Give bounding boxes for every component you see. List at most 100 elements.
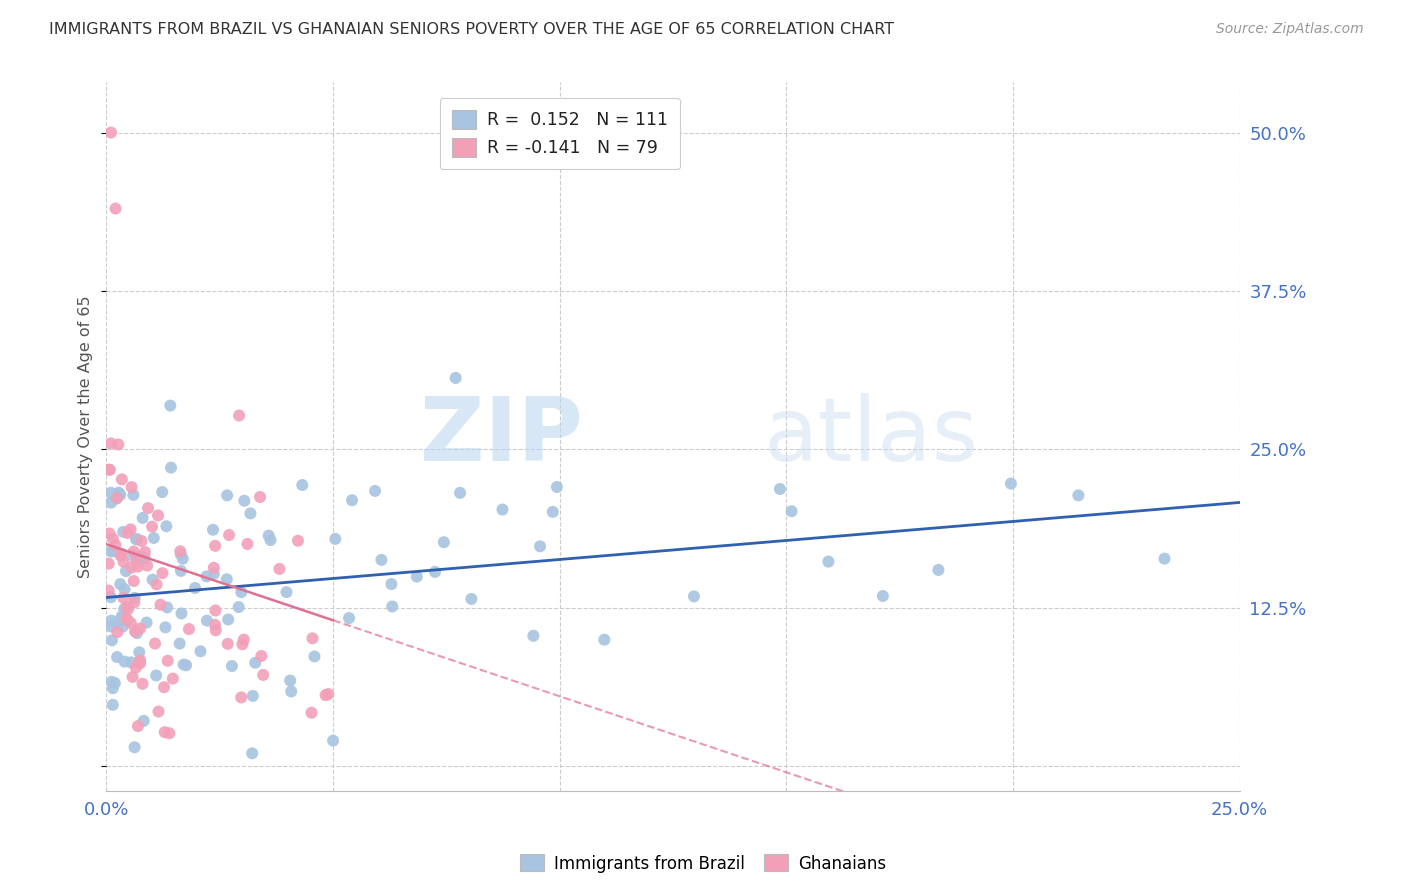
Point (780, 504, 803, 518)
Point (249, 490, 271, 504)
Point (128, 656, 150, 670)
Point (108, 615, 131, 629)
Point (202, 561, 225, 575)
Point (174, 658, 197, 673)
Point (145, 577, 167, 591)
Point (114, 582, 136, 597)
Point (204, 603, 226, 617)
Point (546, 480, 568, 494)
Text: atlas: atlas (763, 393, 979, 480)
Point (124, 591, 146, 605)
Text: Source: ZipAtlas.com: Source: ZipAtlas.com (1216, 22, 1364, 37)
Point (170, 548, 193, 562)
Point (217, 637, 239, 651)
Point (170, 607, 193, 621)
Point (242, 689, 264, 703)
Point (157, 726, 180, 740)
Point (172, 551, 194, 566)
Point (125, 532, 148, 546)
Point (115, 599, 138, 614)
Point (927, 563, 949, 577)
Point (1000, 476, 1022, 491)
Point (301, 706, 323, 720)
Point (232, 632, 254, 647)
Point (231, 585, 253, 599)
Point (112, 555, 135, 569)
Point (129, 622, 152, 636)
Point (103, 544, 125, 558)
Point (177, 622, 200, 636)
Point (110, 547, 132, 561)
Point (240, 747, 263, 761)
Point (135, 615, 157, 630)
Point (259, 533, 281, 547)
Point (280, 684, 302, 698)
Point (170, 564, 193, 578)
Point (252, 668, 274, 682)
Point (449, 486, 471, 500)
Point (152, 566, 174, 581)
Point (162, 672, 184, 686)
Point (491, 502, 513, 516)
Point (101, 674, 124, 689)
Legend: Immigrants from Brazil, Ghanaians: Immigrants from Brazil, Ghanaians (513, 847, 893, 880)
Point (195, 614, 218, 628)
Point (105, 625, 128, 640)
Point (380, 577, 402, 591)
Point (337, 611, 360, 625)
Point (110, 577, 132, 591)
Point (101, 633, 124, 648)
Point (239, 507, 262, 521)
Point (120, 615, 142, 630)
Point (112, 602, 135, 616)
Point (228, 600, 250, 615)
Point (124, 740, 146, 755)
Point (217, 612, 239, 626)
Text: IMMIGRANTS FROM BRAZIL VS GHANAIAN SENIORS POVERTY OVER THE AGE OF 65 CORRELATIO: IMMIGRANTS FROM BRAZIL VS GHANAIAN SENIO… (49, 22, 894, 37)
Point (97, 583, 120, 598)
Point (107, 485, 129, 500)
Y-axis label: Seniors Poverty Over the Age of 65: Seniors Poverty Over the Age of 65 (79, 295, 93, 578)
Point (405, 569, 427, 583)
Point (278, 673, 301, 688)
Point (97, 557, 120, 571)
Point (101, 698, 124, 712)
Point (134, 551, 156, 566)
Point (221, 659, 243, 673)
Point (131, 534, 153, 549)
Point (769, 482, 792, 496)
Point (231, 637, 253, 651)
Point (322, 733, 344, 747)
Point (114, 655, 136, 669)
Point (131, 677, 153, 691)
Point (129, 657, 152, 671)
Point (190, 644, 212, 658)
Point (304, 649, 326, 664)
Point (100, 544, 122, 558)
Point (364, 483, 387, 498)
Point (156, 654, 179, 668)
Point (522, 629, 544, 643)
Point (100, 436, 122, 450)
Point (250, 648, 273, 663)
Point (228, 409, 250, 423)
Point (460, 591, 482, 606)
Point (124, 624, 146, 639)
Point (184, 581, 207, 595)
Point (381, 599, 404, 614)
Point (100, 619, 122, 633)
Point (104, 538, 127, 552)
Point (117, 602, 139, 616)
Point (129, 653, 152, 667)
Point (111, 611, 134, 625)
Point (872, 589, 894, 603)
Point (117, 613, 139, 627)
Point (340, 493, 363, 508)
Point (115, 564, 138, 578)
Point (121, 548, 143, 562)
Point (105, 491, 128, 506)
Point (127, 719, 149, 733)
Point (169, 636, 191, 650)
Point (169, 544, 191, 558)
Point (120, 522, 142, 536)
